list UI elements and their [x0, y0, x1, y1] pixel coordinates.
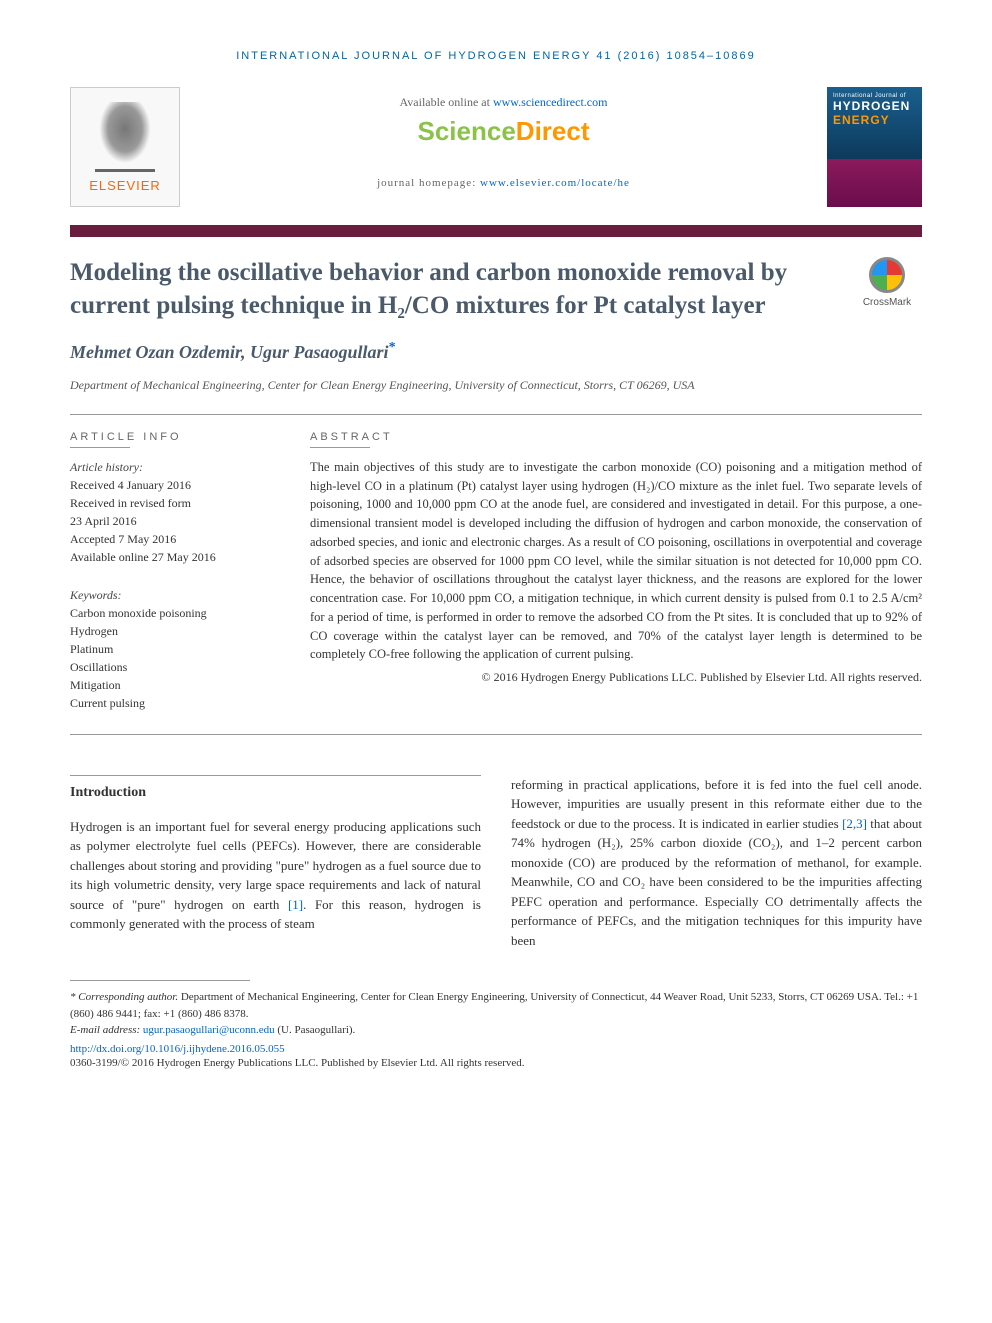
sd-science: Science [418, 116, 516, 146]
elsevier-tree-icon [95, 102, 155, 172]
journal-cover[interactable]: International Journal of HYDROGEN ENERGY [827, 87, 922, 207]
banner-center: Available online at www.sciencedirect.co… [180, 87, 827, 189]
abstract-divider [310, 447, 370, 448]
sciencedirect-url[interactable]: www.sciencedirect.com [493, 95, 608, 109]
ref-link-1[interactable]: [1] [288, 897, 303, 912]
available-prefix: Available online at [400, 95, 493, 109]
keyword-item: Current pulsing [70, 694, 280, 712]
crossmark-icon [869, 257, 905, 293]
keyword-item: Oscillations [70, 658, 280, 676]
history-item: Accepted 7 May 2016 [70, 530, 280, 548]
introduction-heading: Introduction [70, 775, 481, 803]
available-online: Available online at www.sciencedirect.co… [180, 95, 827, 110]
author-names: Mehmet Ozan Ozdemir, Ugur Pasaogullari [70, 342, 389, 362]
crossmark-label: CrossMark [852, 297, 922, 308]
ref-link-23[interactable]: [2,3] [842, 816, 867, 831]
body-col-right: reforming in practical applications, bef… [511, 775, 922, 951]
keyword-item: Platinum [70, 640, 280, 658]
abstract: ABSTRACT The main objectives of this stu… [310, 431, 922, 712]
cover-line2: HYDROGEN [833, 99, 916, 113]
history-label: Article history: [70, 458, 280, 476]
abstract-copyright: © 2016 Hydrogen Energy Publications LLC.… [310, 670, 922, 685]
elsevier-logo[interactable]: ELSEVIER [70, 87, 180, 207]
article-title: Modeling the oscillative behavior and ca… [70, 257, 832, 322]
cover-line3: ENERGY [833, 113, 916, 127]
crossmark-badge[interactable]: CrossMark [852, 257, 922, 308]
doi-link[interactable]: http://dx.doi.org/10.1016/j.ijhydene.201… [70, 1043, 922, 1055]
history-item: Received 4 January 2016 [70, 476, 280, 494]
keywords-label: Keywords: [70, 586, 280, 604]
abstract-text: The main objectives of this study are to… [310, 458, 922, 664]
affiliation: Department of Mechanical Engineering, Ce… [70, 377, 922, 394]
email-label: E-mail address: [70, 1024, 143, 1036]
abstract-heading: ABSTRACT [310, 431, 922, 443]
article-info-heading: ARTICLE INFO [70, 431, 280, 443]
sciencedirect-logo[interactable]: ScienceDirect [180, 116, 827, 147]
title-row: Modeling the oscillative behavior and ca… [70, 257, 922, 322]
article-info: ARTICLE INFO Article history: Received 4… [70, 431, 280, 712]
article-history: Article history: Received 4 January 2016… [70, 458, 280, 566]
journal-homepage-line: journal homepage: www.elsevier.com/locat… [180, 177, 827, 189]
keyword-item: Carbon monoxide poisoning [70, 604, 280, 622]
keyword-item: Mitigation [70, 676, 280, 694]
authors: Mehmet Ozan Ozdemir, Ugur Pasaogullari* [70, 340, 922, 363]
info-abstract-row: ARTICLE INFO Article history: Received 4… [70, 414, 922, 735]
corresponding-label: * Corresponding author. [70, 991, 178, 1003]
body-col-left: Introduction Hydrogen is an important fu… [70, 775, 481, 951]
keywords: Keywords: Carbon monoxide poisoning Hydr… [70, 586, 280, 712]
history-item: Received in revised form [70, 494, 280, 512]
body-columns: Introduction Hydrogen is an important fu… [70, 775, 922, 951]
sd-direct: Direct [516, 116, 590, 146]
email-footnote: E-mail address: ugur.pasaogullari@uconn.… [70, 1022, 922, 1039]
top-banner: ELSEVIER Available online at www.science… [70, 87, 922, 207]
footnote-separator [70, 980, 250, 981]
corresponding-text: Department of Mechanical Engineering, Ce… [70, 991, 918, 1020]
email-link[interactable]: ugur.pasaogullari@uconn.edu [143, 1024, 275, 1036]
elsevier-label: ELSEVIER [89, 178, 161, 193]
running-header: INTERNATIONAL JOURNAL OF HYDROGEN ENERGY… [70, 50, 922, 62]
email-suffix: (U. Pasaogullari). [275, 1024, 356, 1036]
intro-para: Hydrogen is an important fuel for severa… [70, 817, 481, 934]
footnote: * Corresponding author. Department of Me… [70, 989, 922, 1022]
history-item: Available online 27 May 2016 [70, 548, 280, 566]
bottom-copyright: 0360-3199/© 2016 Hydrogen Energy Publica… [70, 1057, 922, 1069]
corresponding-mark: * [389, 340, 396, 355]
intro-text-2b: that about 74% hydrogen (H₂), 25% carbon… [511, 816, 922, 948]
intro-para-cont: reforming in practical applications, bef… [511, 775, 922, 951]
divider-bar [70, 225, 922, 237]
journal-homepage-url[interactable]: www.elsevier.com/locate/he [480, 177, 630, 189]
history-item: 23 April 2016 [70, 512, 280, 530]
info-divider [70, 447, 130, 448]
keyword-item: Hydrogen [70, 622, 280, 640]
homepage-prefix: journal homepage: [377, 177, 480, 189]
